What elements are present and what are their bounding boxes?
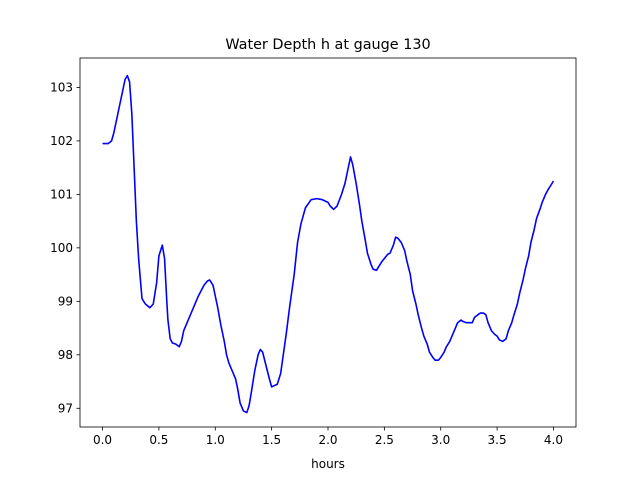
x-tick-label: 3.5 <box>488 433 507 447</box>
x-tick-label: 3.0 <box>431 433 450 447</box>
x-tick-label: 0.5 <box>149 433 168 447</box>
plot-frame <box>79 57 577 428</box>
y-tick-label: 98 <box>58 348 73 362</box>
y-tick-label: 100 <box>50 241 73 255</box>
x-axis-label: hours <box>311 457 345 471</box>
x-tick-label: 1.0 <box>206 433 225 447</box>
series-line <box>102 74 555 414</box>
x-tick-label: 2.0 <box>318 433 337 447</box>
y-tick-label: 101 <box>50 188 73 202</box>
x-tick-label: 1.5 <box>262 433 281 447</box>
x-tick-label: 4.0 <box>544 433 563 447</box>
y-tick-label: 97 <box>58 402 73 416</box>
y-tick-label: 102 <box>50 134 73 148</box>
x-tick-label: 0.0 <box>93 433 112 447</box>
y-tick-label: 103 <box>50 81 73 95</box>
y-tick-label: 99 <box>58 295 73 309</box>
axes: 0.0 0.5 1.0 1.5 2.0 2.5 3.0 3.5 4.0 97 98 99 100 101 1… <box>50 57 577 447</box>
plot-area <box>102 74 555 414</box>
chart-title: Water Depth h at gauge 130 <box>225 37 430 53</box>
x-tick-label: 2.5 <box>375 433 394 447</box>
